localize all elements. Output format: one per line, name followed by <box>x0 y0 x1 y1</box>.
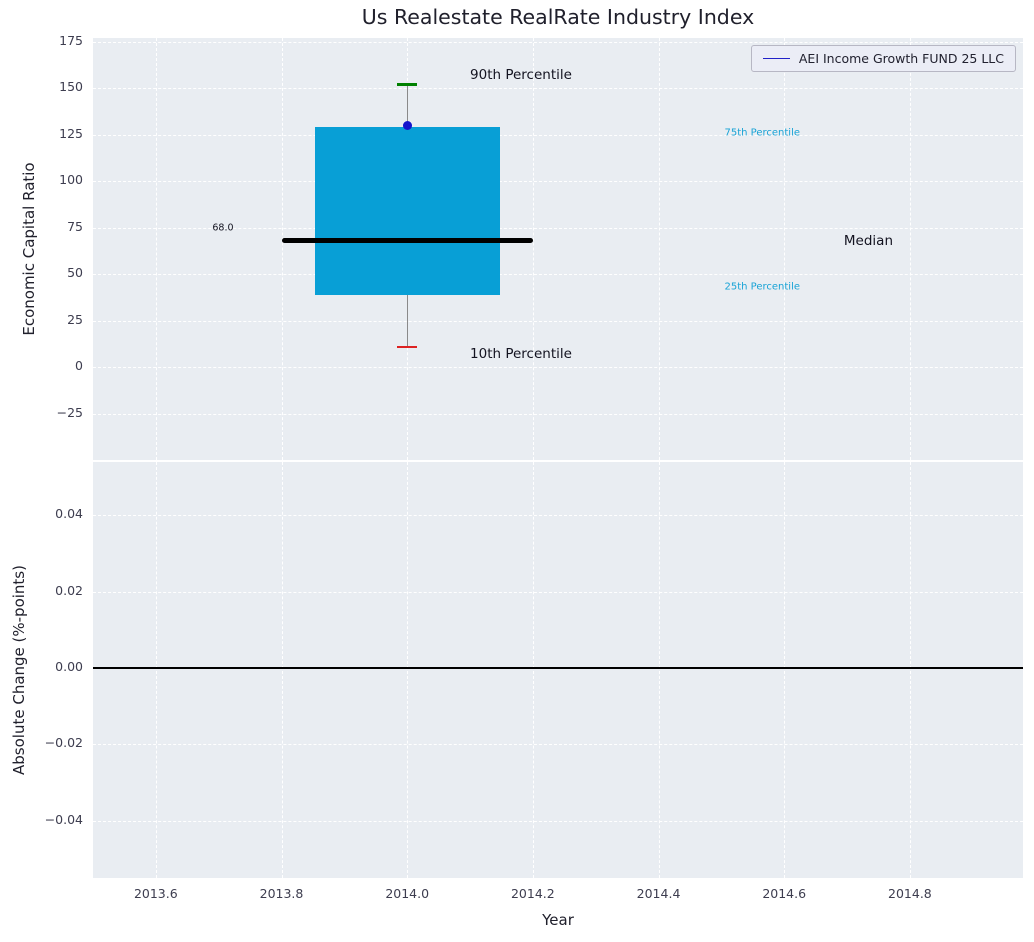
gridline-vertical <box>407 462 409 878</box>
cap-10th <box>397 345 418 348</box>
gridline-horizontal <box>93 820 1023 822</box>
y-tick-label: 175 <box>59 32 83 48</box>
gridline-vertical <box>532 38 534 460</box>
xlabel-year: Year <box>542 911 574 929</box>
gridline-vertical <box>155 462 157 878</box>
chart-title: Us Realestate RealRate Industry Index <box>361 5 755 29</box>
annotation-25th-percentile: 25th Percentile <box>724 281 801 293</box>
x-tick-label: 2014.6 <box>762 886 807 901</box>
cap-90th <box>397 83 418 86</box>
gridline-vertical <box>784 38 786 460</box>
y-tick-label: 0.02 <box>55 582 83 598</box>
gridline-horizontal <box>93 41 1023 43</box>
gridline-vertical <box>281 38 283 460</box>
y-tick-label: −0.02 <box>44 735 83 751</box>
y-tick-label: 75 <box>67 218 83 234</box>
gridline-vertical <box>155 38 157 460</box>
gridline-horizontal <box>93 515 1023 517</box>
gridline-horizontal <box>93 227 1023 229</box>
x-tick-label: 2013.6 <box>133 886 178 901</box>
y-tick-label: 25 <box>67 311 83 327</box>
y-tick-label: −25 <box>56 404 83 420</box>
gridline-vertical <box>658 38 660 460</box>
gridline-horizontal <box>93 320 1023 322</box>
gridline-horizontal <box>93 88 1023 90</box>
annotation-median: Median <box>843 232 894 249</box>
gridline-vertical <box>281 462 283 878</box>
y-tick-label: 0 <box>75 358 83 374</box>
axes-bottom <box>93 462 1023 878</box>
gridline-horizontal <box>93 367 1023 369</box>
legend-line-sample <box>762 58 790 59</box>
fund-value-marker <box>402 120 412 130</box>
axes-top: AEI Income Growth FUND 25 LLC <box>93 38 1023 460</box>
annotation-90th-percentile: 90th Percentile <box>470 67 572 84</box>
gridline-vertical <box>784 462 786 878</box>
annotation-68-0: 68.0 <box>212 222 234 234</box>
y-tick-label: 150 <box>59 79 83 95</box>
y-tick-label: 125 <box>59 125 83 141</box>
x-tick-label: 2013.8 <box>259 886 304 901</box>
y-tick-label: 0.00 <box>55 659 83 675</box>
y-tick-label: −0.04 <box>44 811 83 827</box>
gridline-horizontal <box>93 413 1023 415</box>
gridline-horizontal <box>93 274 1023 276</box>
gridline-vertical <box>909 38 911 460</box>
x-tick-label: 2014.2 <box>510 886 555 901</box>
gridline-horizontal <box>93 181 1023 183</box>
box-p25-p75 <box>314 127 500 295</box>
ylabel-economic-capital-ratio: Economic Capital Ratio <box>20 162 38 336</box>
annotation-10th-percentile: 10th Percentile <box>470 346 572 363</box>
gridline-vertical <box>909 462 911 878</box>
x-tick-label: 2014.0 <box>385 886 430 901</box>
legend: AEI Income Growth FUND 25 LLC <box>750 45 1016 72</box>
gridline-horizontal <box>93 744 1023 746</box>
legend-label: AEI Income Growth FUND 25 LLC <box>798 51 1004 66</box>
gridline-vertical <box>532 462 534 878</box>
y-tick-label: 50 <box>67 265 83 281</box>
gridline-horizontal <box>93 134 1023 136</box>
annotation-75th-percentile: 75th Percentile <box>724 127 801 139</box>
x-tick-label: 2014.4 <box>636 886 681 901</box>
y-tick-label: 0.04 <box>55 506 83 522</box>
gridline-horizontal <box>93 591 1023 593</box>
y-tick-label: 100 <box>59 172 83 188</box>
x-tick-label: 2014.8 <box>888 886 932 901</box>
zero-line <box>93 667 1023 669</box>
median-line <box>281 238 533 244</box>
gridline-vertical <box>658 462 660 878</box>
